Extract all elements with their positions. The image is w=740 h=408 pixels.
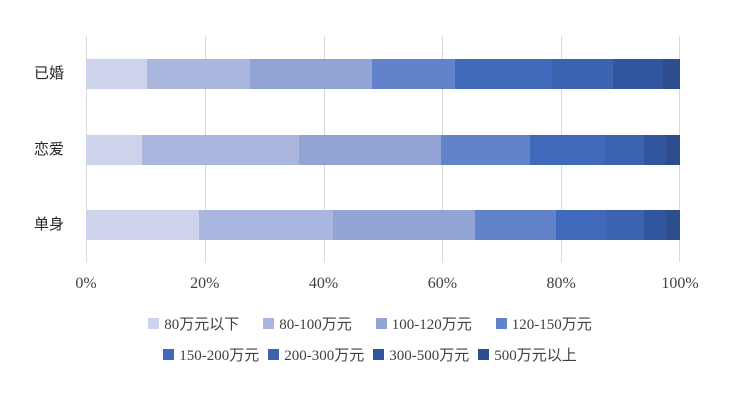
bar-segment: [454, 59, 552, 89]
bar-segment: [141, 135, 299, 165]
x-axis-tick-label: 80%: [546, 275, 576, 292]
bar-segment: [663, 59, 680, 89]
bar-segment: [530, 135, 606, 165]
bar-segment: [475, 210, 556, 240]
x-axis-tick-label: 60%: [427, 275, 458, 292]
category-label: 已婚: [33, 65, 64, 82]
bar-segment: [86, 59, 148, 89]
bar-row: [86, 135, 680, 165]
legend-item: 120-150万元: [495, 313, 592, 334]
legend-item: 100-120万元: [375, 313, 472, 334]
legend-marker-icon: [375, 317, 387, 329]
bar-row: [86, 59, 680, 89]
category-label: 单身: [33, 216, 64, 233]
legend-marker-icon: [268, 348, 280, 360]
legend-item: 80万元以下: [148, 313, 239, 334]
category-label: 恋爱: [33, 141, 64, 158]
bar-segment: [605, 210, 644, 240]
legend-label: 80万元以下: [164, 316, 240, 333]
x-axis-tick-label: 100%: [661, 275, 699, 292]
bar-segment: [666, 210, 680, 240]
bar-segment: [613, 59, 664, 89]
bar-segment: [644, 135, 666, 165]
bar-segment: [643, 210, 667, 240]
legend-item: 80-100万元: [263, 313, 352, 334]
bar-segment: [199, 210, 333, 240]
bar-segment: [86, 210, 200, 240]
bar-segment: [147, 59, 250, 89]
bar-segment: [371, 59, 455, 89]
bar-segment: [86, 135, 142, 165]
legend-label: 300-500万元: [389, 347, 470, 364]
legend-marker-icon: [148, 317, 160, 329]
bar-segment: [665, 135, 680, 165]
legend-marker-icon: [263, 317, 275, 329]
legend-row: 150-200万元 200-300万元 300-500万元 500万元以上: [163, 343, 577, 365]
bar-segment: [605, 135, 645, 165]
bar-segment: [249, 59, 372, 89]
legend-marker-icon: [478, 348, 490, 360]
bar-row: [86, 210, 680, 240]
legend-label: 200-300万元: [284, 347, 365, 364]
chart-legend: 80万元以下 80-100万元 100-120万元 120-150万元 150-200万…: [0, 312, 740, 374]
legend-row: 80万元以下 80-100万元 100-120万元 120-150万元: [148, 312, 592, 334]
bar-segment: [298, 135, 442, 165]
legend-label: 500万元以上: [494, 347, 577, 364]
legend-marker-icon: [373, 348, 385, 360]
legend-label: 150-200万元: [179, 347, 260, 364]
legend-label: 80-100万元: [279, 316, 352, 333]
legend-label: 100-120万元: [391, 316, 472, 333]
legend-marker-icon: [163, 348, 175, 360]
plot-area: [86, 36, 680, 262]
x-axis-tick-label: 40%: [308, 275, 339, 292]
legend-item: 150-200万元: [163, 344, 259, 365]
legend-item: 200-300万元: [268, 344, 364, 365]
bar-segment: [441, 135, 531, 165]
bar-segment: [332, 210, 476, 240]
bar-segment: [555, 210, 606, 240]
legend-item: 300-500万元: [373, 344, 469, 365]
x-axis-tick-label: 0%: [75, 275, 97, 292]
x-axis-tick-label: 20%: [190, 275, 220, 292]
legend-label: 120-150万元: [511, 316, 592, 333]
legend-marker-icon: [495, 317, 507, 329]
bar-segment: [551, 59, 614, 89]
legend-item: 500万元以上: [478, 344, 577, 365]
